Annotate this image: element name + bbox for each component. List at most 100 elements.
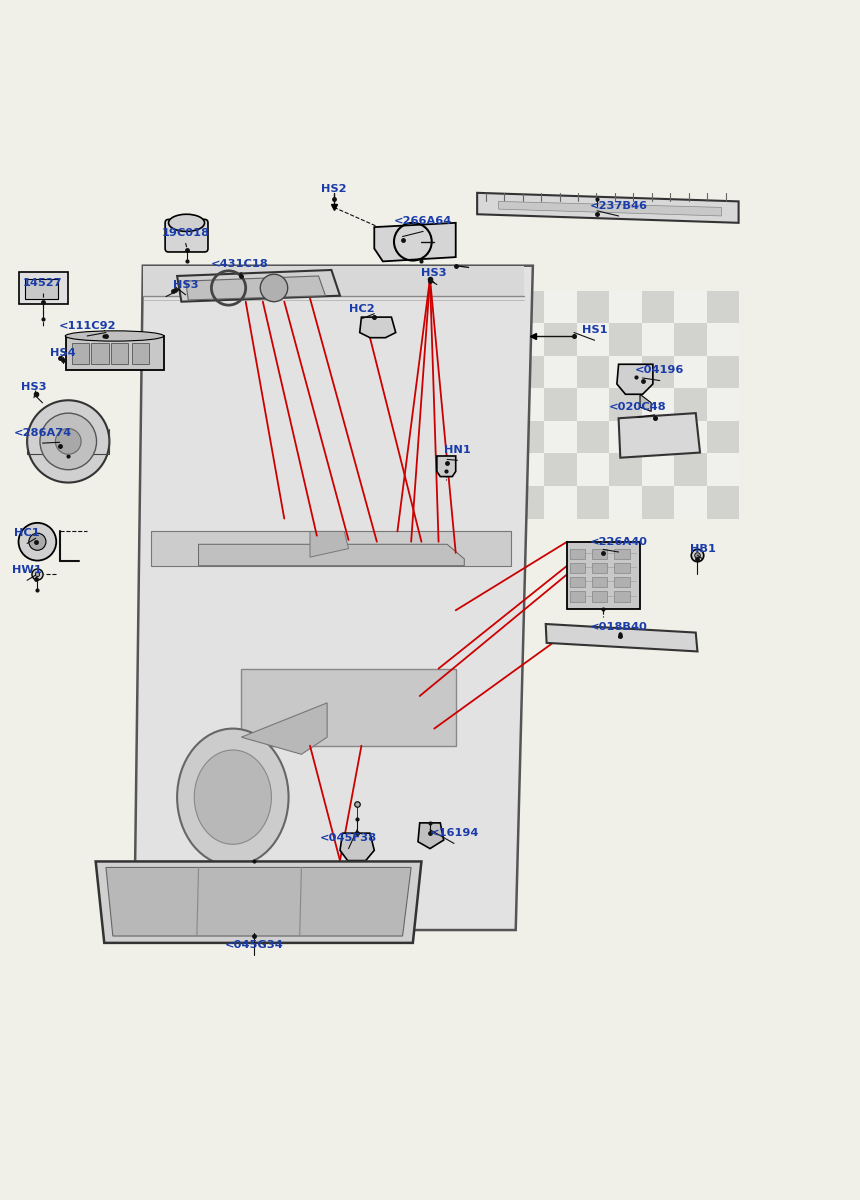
Text: <045F38: <045F38 [320, 833, 378, 844]
Text: scuderia: scuderia [204, 469, 484, 526]
Circle shape [29, 533, 46, 551]
Bar [576, 355, 609, 389]
Bar [609, 486, 642, 518]
Bar [569, 548, 585, 559]
Bar [642, 454, 674, 486]
Circle shape [19, 523, 56, 560]
Bar [111, 343, 128, 365]
Polygon shape [106, 868, 411, 936]
Ellipse shape [177, 728, 289, 865]
Text: HW1: HW1 [12, 565, 42, 575]
Polygon shape [242, 668, 456, 745]
Text: 19C018: 19C018 [162, 228, 210, 238]
Bar [609, 421, 642, 454]
Text: HS3: HS3 [421, 268, 447, 277]
Bar [544, 389, 576, 421]
Polygon shape [418, 823, 444, 848]
Bar [576, 421, 609, 454]
Text: HC2: HC2 [348, 304, 374, 313]
Bar [544, 486, 576, 518]
Polygon shape [437, 456, 456, 476]
Text: <111C92: <111C92 [58, 320, 116, 331]
Bar [609, 355, 642, 389]
Text: HS3: HS3 [173, 280, 199, 289]
Polygon shape [95, 862, 421, 943]
Bar [544, 454, 576, 486]
Polygon shape [359, 317, 396, 337]
Text: <16194: <16194 [429, 828, 479, 838]
Polygon shape [151, 532, 512, 565]
Bar [707, 454, 740, 486]
Text: HS4: HS4 [50, 348, 76, 358]
Bar [71, 343, 89, 365]
Text: <020C48: <020C48 [609, 402, 666, 412]
Bar [674, 486, 707, 518]
Polygon shape [134, 265, 533, 930]
Bar [674, 389, 707, 421]
Text: HS3: HS3 [22, 383, 46, 392]
Bar [512, 290, 544, 323]
Bar [674, 323, 707, 355]
Bar [674, 355, 707, 389]
Bar [569, 592, 585, 601]
Bar [512, 389, 544, 421]
Text: <045G34: <045G34 [225, 940, 284, 949]
Bar [512, 454, 544, 486]
Text: 14527: 14527 [22, 278, 62, 288]
Bar [19, 271, 68, 305]
Bar [512, 355, 544, 389]
Bar [609, 389, 642, 421]
Bar [91, 343, 108, 365]
Bar [642, 421, 674, 454]
Polygon shape [143, 265, 525, 295]
Text: HC1: HC1 [15, 528, 40, 538]
Polygon shape [374, 223, 456, 262]
Text: <237B46: <237B46 [590, 200, 648, 211]
Bar [544, 421, 576, 454]
Bar [614, 577, 630, 587]
Circle shape [261, 275, 288, 301]
Bar [707, 486, 740, 518]
Bar [26, 278, 58, 299]
Bar [674, 454, 707, 486]
Bar [674, 290, 707, 323]
Polygon shape [567, 541, 640, 608]
Text: <266A64: <266A64 [394, 216, 452, 226]
Bar [576, 454, 609, 486]
Bar [642, 486, 674, 518]
Bar [614, 563, 630, 574]
Polygon shape [186, 276, 325, 300]
Bar [614, 592, 630, 601]
Text: <018B40: <018B40 [590, 623, 648, 632]
Text: <226A40: <226A40 [590, 536, 648, 547]
Bar [642, 355, 674, 389]
Polygon shape [199, 545, 464, 565]
Bar [707, 421, 740, 454]
Bar [707, 355, 740, 389]
Text: <431C18: <431C18 [211, 259, 268, 269]
FancyBboxPatch shape [165, 220, 208, 252]
Bar [512, 323, 544, 355]
Ellipse shape [169, 215, 205, 232]
Text: <04196: <04196 [635, 365, 685, 376]
Text: <286A74: <286A74 [14, 428, 71, 438]
Bar [707, 389, 740, 421]
Polygon shape [340, 833, 374, 860]
Ellipse shape [65, 331, 164, 341]
Polygon shape [499, 202, 722, 216]
Bar [609, 454, 642, 486]
Circle shape [55, 428, 81, 455]
Circle shape [40, 413, 96, 469]
Polygon shape [618, 413, 700, 457]
Bar [544, 355, 576, 389]
Bar [544, 290, 576, 323]
Bar [707, 290, 740, 323]
Polygon shape [546, 624, 697, 652]
Bar [569, 577, 585, 587]
Bar [512, 421, 544, 454]
Bar [592, 592, 607, 601]
Bar [576, 389, 609, 421]
Polygon shape [310, 532, 348, 557]
Bar [512, 486, 544, 518]
Bar [132, 343, 149, 365]
